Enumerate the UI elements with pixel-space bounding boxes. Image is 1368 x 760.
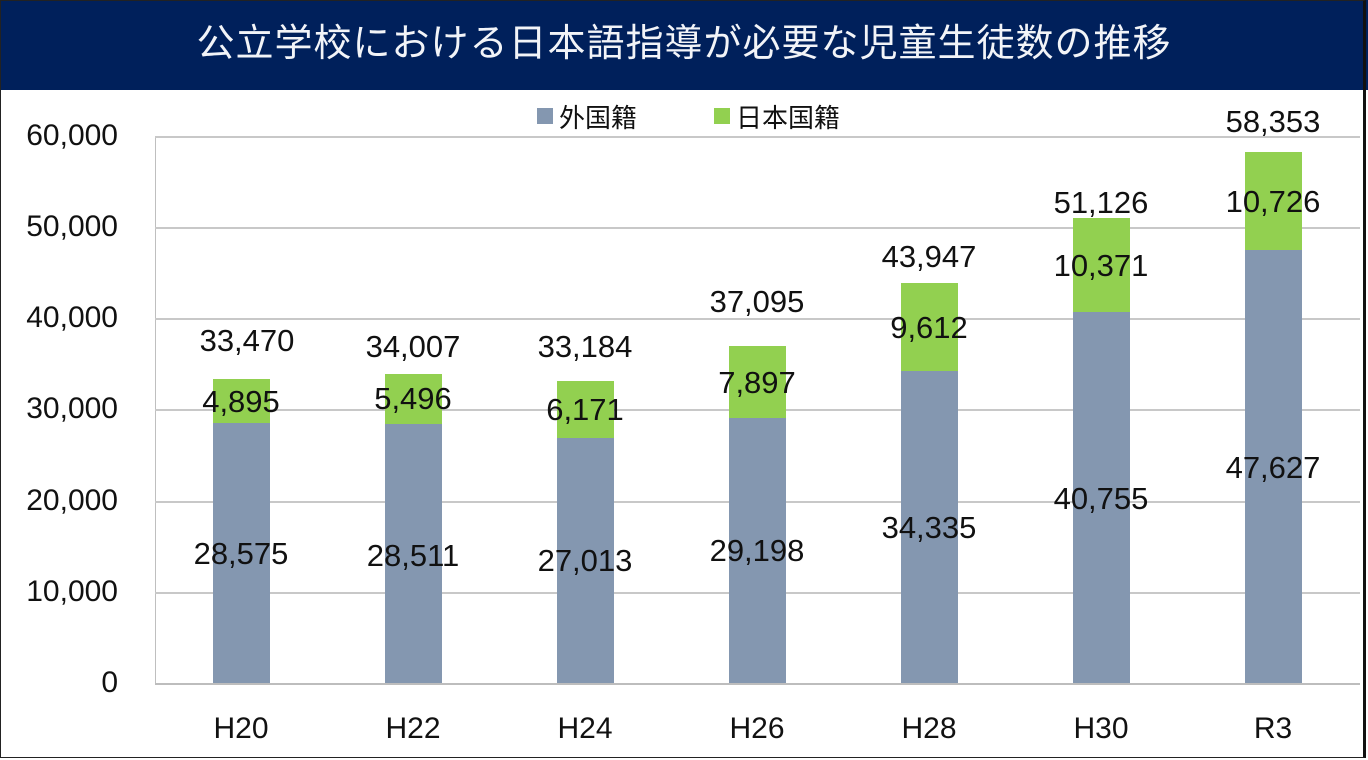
total-label-h30: 51,126 <box>1053 185 1149 220</box>
x-tick-h22: H22 <box>385 712 441 745</box>
legend-item-foreign: 外国籍 <box>537 98 637 134</box>
bar-japanese-h22 <box>385 374 442 424</box>
bar-japanese-h30 <box>1073 218 1130 312</box>
bar-japanese-r3 <box>1245 152 1302 250</box>
x-tick-h26: H26 <box>729 712 785 745</box>
gridline-60000 <box>155 136 1360 138</box>
foreign-label-h30: 40,755 <box>1053 481 1149 516</box>
y-tick-10000: 10,000 <box>26 575 118 608</box>
y-tick-0: 0 <box>101 666 118 699</box>
foreign-label-h22: 28,511 <box>366 538 460 573</box>
total-label-h28: 43,947 <box>881 239 977 274</box>
japanese-label-h24: 6,171 <box>546 392 624 427</box>
foreign-label-h20: 28,575 <box>193 536 289 571</box>
bar-foreign-h20 <box>213 423 270 684</box>
total-label-h20: 33,470 <box>199 323 295 358</box>
foreign-label-h28: 34,335 <box>881 510 977 545</box>
y-tick-40000: 40,000 <box>26 301 118 334</box>
bar-foreign-r3 <box>1245 250 1302 684</box>
y-tick-50000: 50,000 <box>26 210 118 243</box>
japanese-label-h20: 4,895 <box>202 384 280 419</box>
x-tick-h28: H28 <box>901 712 957 745</box>
foreign-label-r3: 47,627 <box>1225 450 1321 485</box>
legend-label-japanese: 日本国籍 <box>736 103 841 134</box>
japanese-label-h26: 7,897 <box>718 365 796 400</box>
x-tick-h20: H20 <box>213 712 269 745</box>
bar-japanese-h24 <box>557 381 614 438</box>
title-bar: 公立学校における日本語指導が必要な児童生徒数の推移 <box>0 0 1368 90</box>
japanese-label-h22: 5,496 <box>374 381 452 416</box>
y-tick-20000: 20,000 <box>26 484 118 517</box>
japanese-label-r3: 10,726 <box>1225 184 1321 219</box>
total-label-h24: 33,184 <box>537 329 633 364</box>
total-label-h22: 34,007 <box>365 329 461 364</box>
bar-japanese-h20 <box>213 379 270 423</box>
bar-japanese-h26 <box>729 346 786 418</box>
y-tick-60000: 60,000 <box>26 119 118 152</box>
bar-foreign-h30 <box>1073 312 1130 684</box>
japanese-label-h28: 9,612 <box>890 310 968 345</box>
y-tick-30000: 30,000 <box>26 392 118 425</box>
legend-item-japanese: 日本国籍 <box>714 98 840 134</box>
legend: 外国籍 日本国籍 <box>0 98 1368 134</box>
gridline-50000 <box>155 227 1360 229</box>
legend-swatch-japanese-icon <box>714 108 730 124</box>
total-label-r3: 58,353 <box>1225 104 1321 139</box>
foreign-label-h26: 29,198 <box>709 533 805 568</box>
x-tick-r3: R3 <box>1253 712 1293 745</box>
japanese-label-h30: 10,371 <box>1053 248 1149 283</box>
gridline-40000 <box>155 318 1360 320</box>
bar-japanese-h28 <box>901 283 958 371</box>
bar-foreign-h22 <box>385 424 442 684</box>
foreign-label-h24: 27,013 <box>537 543 633 578</box>
x-tick-h24: H24 <box>557 712 613 745</box>
legend-label-foreign: 外国籍 <box>559 103 638 134</box>
legend-swatch-foreign-icon <box>537 108 553 124</box>
x-tick-h30: H30 <box>1073 712 1129 745</box>
chart-title: 公立学校における日本語指導が必要な児童生徒数の推移 <box>196 21 1172 65</box>
bar-foreign-h28 <box>901 371 958 684</box>
total-label-h26: 37,095 <box>709 284 805 319</box>
bar-foreign-h26 <box>729 418 786 684</box>
bar-foreign-h24 <box>557 438 614 684</box>
x-axis-line <box>155 683 1360 685</box>
